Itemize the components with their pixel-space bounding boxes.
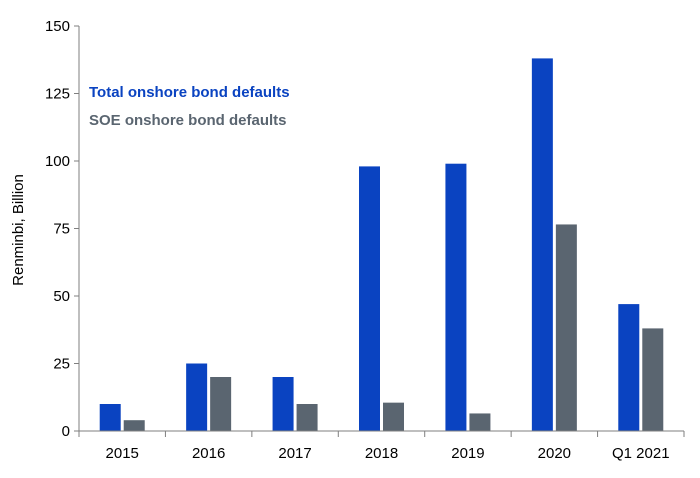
- bar-soe-2016: [210, 377, 232, 431]
- y-tick-label: 0: [62, 423, 70, 440]
- x-tick-label: 2015: [106, 445, 139, 462]
- x-tick-label: Q1 2021: [612, 445, 670, 462]
- bar-total-2019: [445, 163, 467, 431]
- x-tick-label: 2017: [278, 445, 311, 462]
- bar-total-2015: [99, 404, 121, 431]
- bar-total-2020: [531, 58, 553, 432]
- x-tick-label: 2016: [192, 445, 225, 462]
- y-tick-label: 125: [45, 86, 70, 103]
- y-tick-label: 50: [53, 288, 70, 305]
- bar-soe-q1-2021: [642, 328, 664, 431]
- bar-soe-2015: [123, 420, 145, 431]
- y-axis: 0 25 50 75 100 125 150: [45, 18, 80, 440]
- legend-total-onshore: Total onshore bond defaults: [89, 84, 290, 101]
- bar-soe-2017: [296, 404, 318, 431]
- y-tick-label: 25: [53, 356, 70, 373]
- x-tick-label: 2020: [538, 445, 571, 462]
- bar-soe-2020: [555, 224, 577, 431]
- y-tick-label: 150: [45, 18, 70, 35]
- y-tick-label: 75: [53, 221, 70, 238]
- bar-soe-2018: [383, 402, 404, 431]
- x-tick-label: 2019: [451, 445, 484, 462]
- bars-group: [99, 58, 664, 432]
- x-tick-label: 2018: [365, 445, 398, 462]
- y-axis-label: Renminbi, Billion: [10, 174, 27, 286]
- bar-total-q1-2021: [618, 304, 640, 431]
- x-axis: 2015 2016 2017 2018 2019 2020 Q1 2021: [78, 430, 685, 462]
- bar-total-2016: [186, 363, 208, 431]
- y-tick-label: 100: [45, 153, 70, 170]
- bar-total-2017: [272, 377, 294, 431]
- bar-soe-2019: [469, 413, 491, 431]
- bar-total-2018: [359, 166, 380, 431]
- legend-soe-onshore: SOE onshore bond defaults: [89, 112, 287, 129]
